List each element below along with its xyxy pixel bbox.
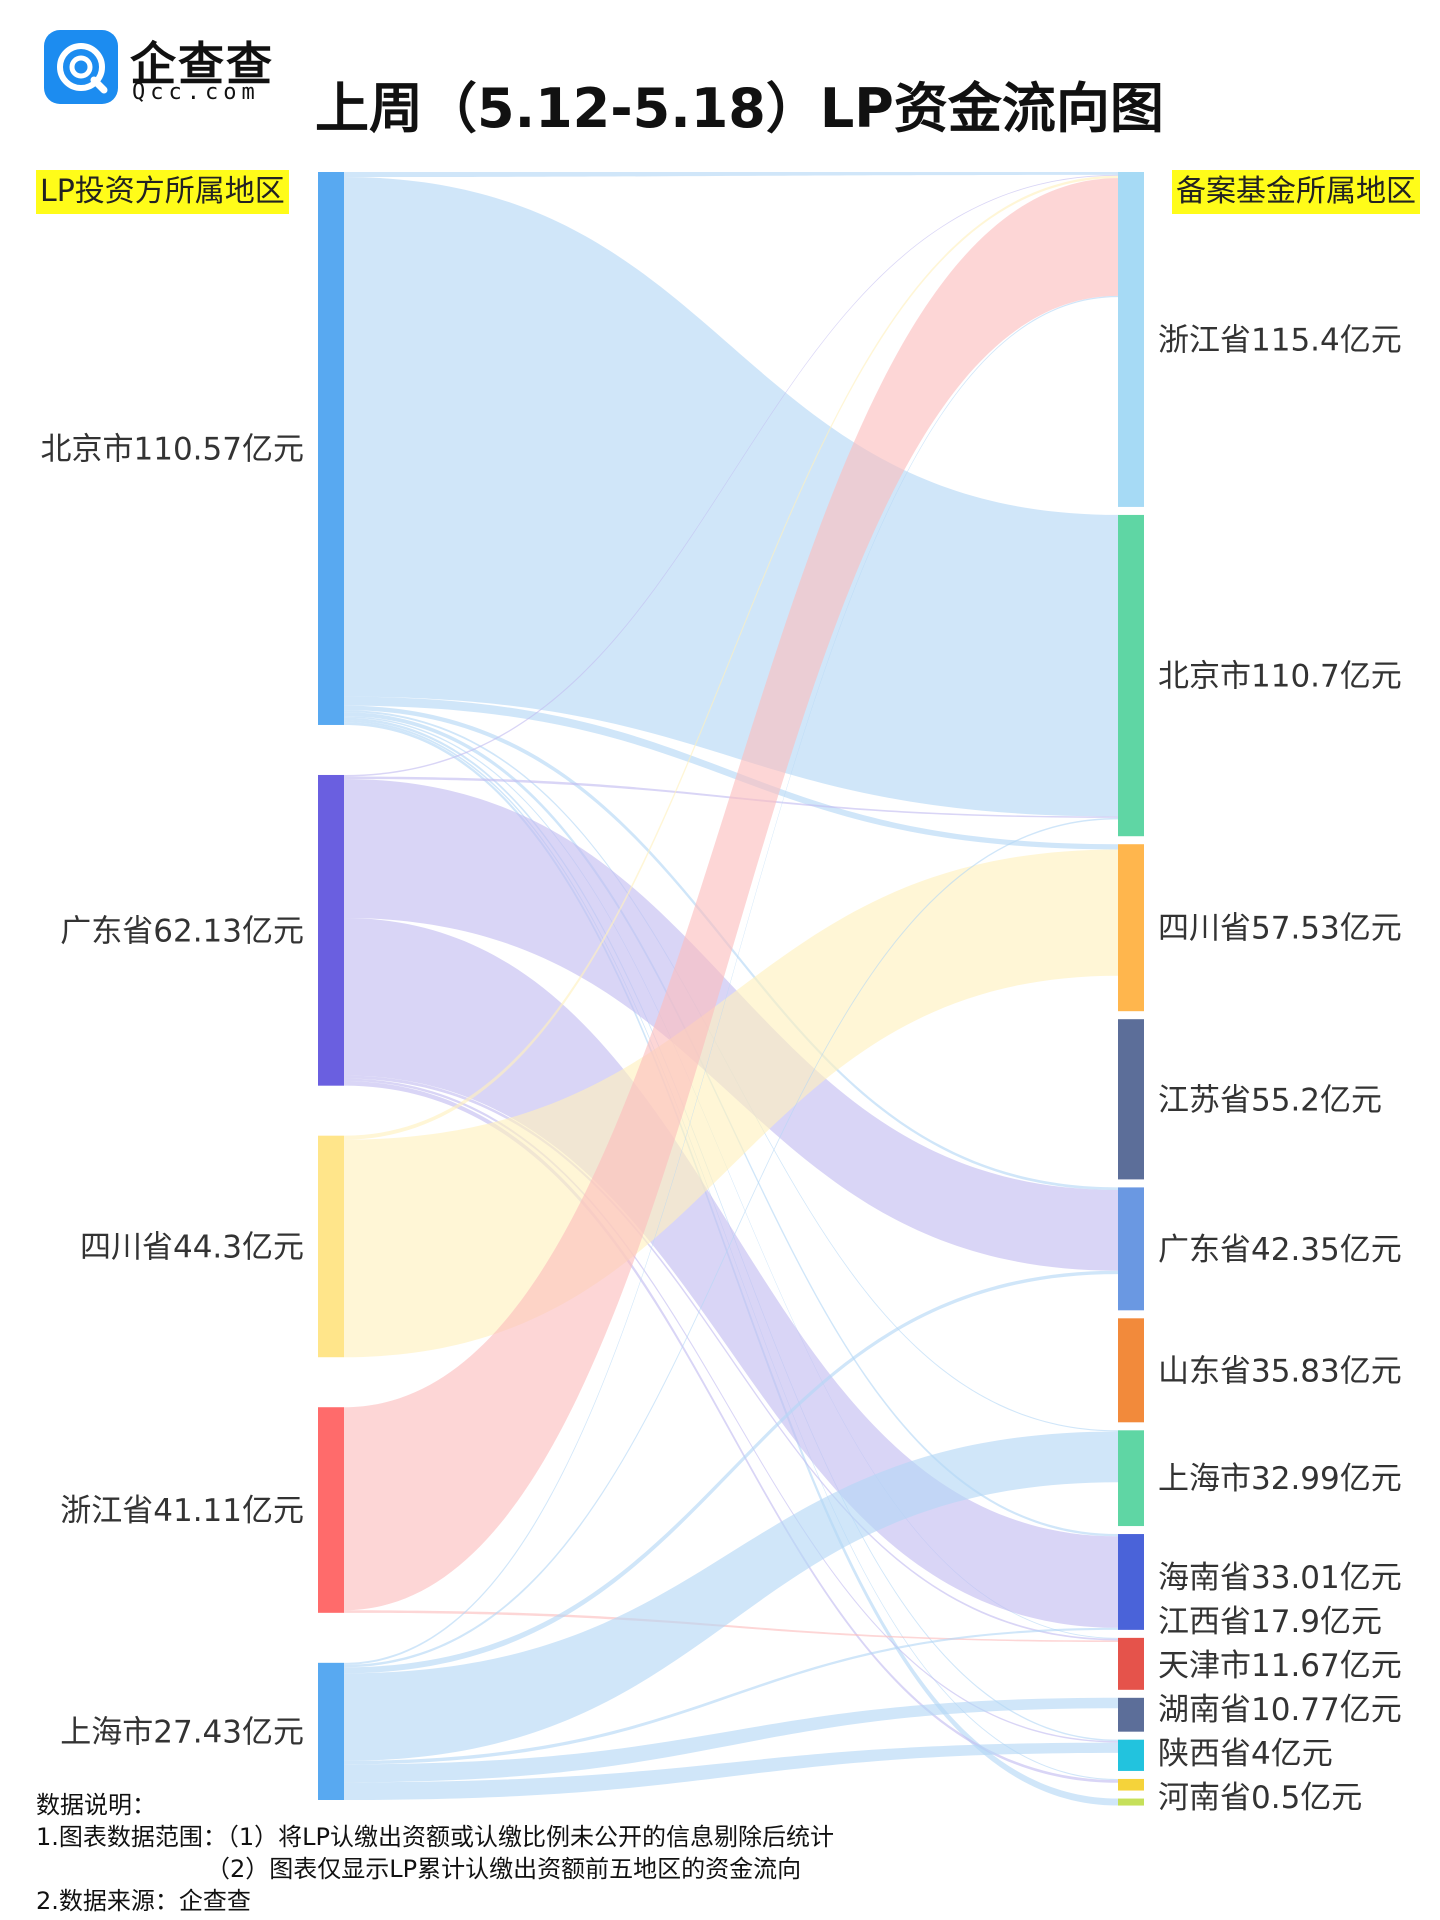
source-label-3: 浙江省41.11亿元 <box>60 1493 304 1529</box>
qcc-logo-icon <box>44 30 118 104</box>
target-label-11: 陕西省4亿元 <box>1158 1736 1333 1772</box>
notes-heading: 数据说明： <box>36 1791 156 1819</box>
target-node-6 <box>1118 1430 1144 1527</box>
source-label-2: 四川省44.3亿元 <box>80 1229 304 1265</box>
target-label-3: 江苏省55.2亿元 <box>1158 1082 1382 1118</box>
target-node-0 <box>1118 172 1144 507</box>
flow-link-27 <box>344 1742 1118 1800</box>
flow-link-23 <box>344 1270 1118 1674</box>
target-label-9: 天津市11.67亿元 <box>1158 1648 1402 1684</box>
flow-link-22 <box>344 817 1118 1668</box>
target-node-4 <box>1118 1187 1144 1311</box>
target-label-2: 四川省57.53亿元 <box>1158 911 1402 947</box>
flow-link-24 <box>344 1431 1118 1761</box>
flow-link-25 <box>344 1627 1118 1765</box>
source-region-heading: LP投资方所属地区 <box>36 170 289 214</box>
source-node-0 <box>318 172 344 725</box>
source-node-4 <box>318 1662 344 1800</box>
flow-link-15 <box>344 1078 1118 1743</box>
flow-link-17 <box>344 175 1118 1140</box>
sankey-nodes <box>318 172 1144 1806</box>
flow-link-1 <box>344 177 1118 817</box>
target-node-3 <box>1118 1019 1144 1180</box>
target-node-1 <box>1118 514 1144 837</box>
target-node-9 <box>1118 1697 1144 1732</box>
target-node-11 <box>1118 1778 1144 1791</box>
target-node-10 <box>1118 1739 1144 1771</box>
target-region-heading: 备案基金所属地区 <box>1172 170 1420 214</box>
brand-name: 企查查 <box>130 37 274 91</box>
flow-link-10 <box>344 174 1118 777</box>
flow-link-21 <box>344 295 1118 1665</box>
target-label-1: 北京市110.7亿元 <box>1158 659 1402 695</box>
source-node-3 <box>318 1407 344 1613</box>
brand-logo: 企查查 Qcc.com <box>44 30 284 110</box>
flow-link-16 <box>344 1081 1118 1783</box>
target-node-2 <box>1118 844 1144 1012</box>
brand-url: Qcc.com <box>132 80 260 105</box>
sankey-labels: 北京市110.57亿元广东省62.13亿元四川省44.3亿元浙江省41.11亿元… <box>41 322 1402 1816</box>
target-node-5 <box>1118 1318 1144 1423</box>
notes-line-1: 1.图表数据范围：（1）将LP认缴出资额或认缴比例未公开的信息剔除后统计 <box>36 1823 835 1851</box>
notes-line-3: 2.数据来源：企查查 <box>36 1887 251 1915</box>
flow-link-18 <box>344 849 1118 1358</box>
flow-link-19 <box>344 178 1118 1611</box>
target-node-8 <box>1118 1637 1144 1690</box>
flow-link-26 <box>344 1697 1118 1783</box>
flow-link-2 <box>344 696 1118 850</box>
flow-link-0 <box>344 172 1118 178</box>
source-node-2 <box>318 1135 344 1358</box>
flow-link-14 <box>344 1075 1118 1641</box>
notes-line-2: （2）图表仅显示LP累计认缴出资额前五地区的资金流向 <box>206 1855 802 1883</box>
source-node-1 <box>318 774 344 1086</box>
target-label-6: 上海市32.99亿元 <box>1158 1461 1402 1497</box>
target-label-5: 山东省35.83亿元 <box>1158 1353 1402 1389</box>
target-label-0: 浙江省115.4亿元 <box>1158 322 1402 358</box>
flow-link-6 <box>344 716 1118 1639</box>
flow-link-20 <box>344 1610 1118 1642</box>
source-label-0: 北京市110.57亿元 <box>41 431 304 467</box>
source-label-4: 上海市27.43亿元 <box>60 1714 304 1750</box>
target-node-7 <box>1118 1534 1144 1630</box>
sankey-links <box>344 172 1118 1806</box>
flow-link-13 <box>344 917 1118 1628</box>
source-label-1: 广东省62.13亿元 <box>60 913 304 949</box>
target-label-4: 广东省42.35亿元 <box>1158 1232 1402 1268</box>
chart-title: 上周（5.12-5.18）LP资金流向图 <box>315 77 1164 140</box>
target-node-12 <box>1118 1798 1144 1806</box>
target-label-10: 湖南省10.77亿元 <box>1158 1692 1402 1728</box>
target-label-12: 河南省0.5亿元 <box>1158 1780 1362 1816</box>
target-label-8: 江西省17.9亿元 <box>1158 1604 1382 1640</box>
target-label-7: 海南省33.01亿元 <box>1158 1560 1402 1596</box>
